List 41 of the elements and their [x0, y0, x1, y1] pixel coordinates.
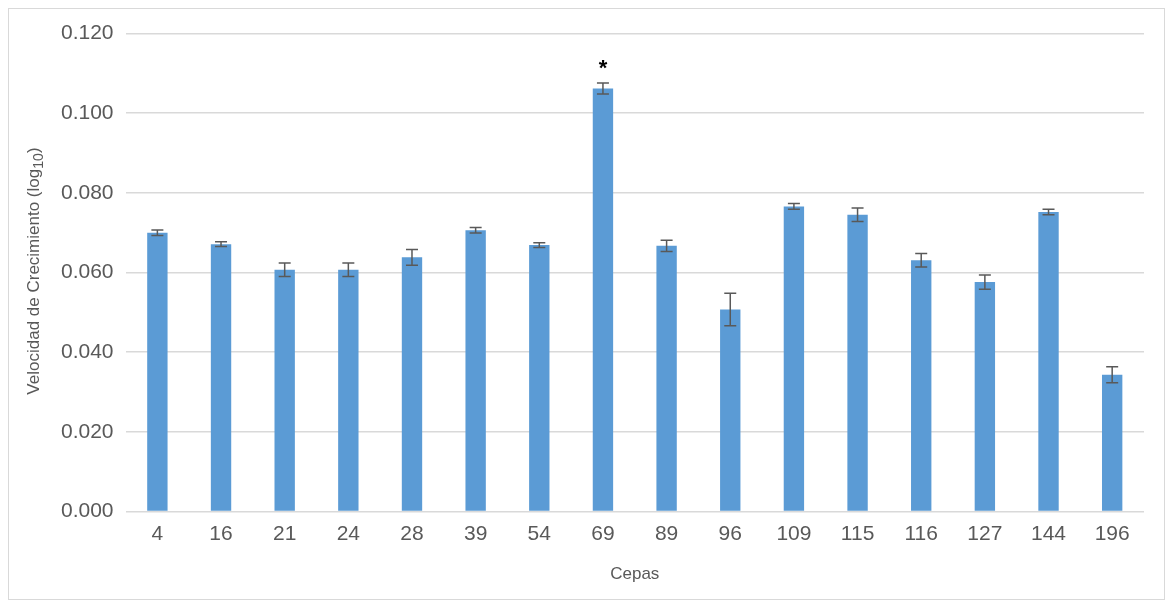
bar [847, 214, 868, 511]
x-tick-label: 24 [336, 520, 361, 544]
y-tick-label: 0.100 [60, 100, 114, 124]
bar [529, 245, 550, 511]
bar [911, 260, 932, 511]
bar [338, 269, 359, 511]
bar [592, 88, 614, 511]
bar [147, 232, 168, 511]
bar [1101, 374, 1123, 511]
x-tick-label: 116 [904, 520, 938, 544]
x-tick-label: 196 [1094, 520, 1130, 544]
bar [274, 269, 295, 511]
x-tick-label: 96 [718, 520, 742, 544]
x-tick-label: 89 [654, 520, 679, 544]
y-tick-label: 0.060 [60, 259, 114, 283]
x-tick-label: 109 [776, 520, 812, 544]
bar [465, 230, 486, 511]
y-tick-label: 0.020 [60, 418, 114, 442]
bar [783, 206, 805, 511]
x-tick-label: 4 [151, 520, 164, 544]
x-axis-title: Cepas [610, 564, 660, 584]
bar [720, 309, 741, 511]
x-tick-label: 39 [463, 520, 488, 544]
x-tick-label: 21 [273, 520, 297, 544]
y-tick-label: 0.120 [60, 20, 114, 44]
x-tick-label: 16 [209, 520, 233, 544]
y-tick-label: 0.000 [60, 498, 114, 522]
x-tick-label: 127 [967, 520, 1003, 544]
y-tick-label: 0.080 [60, 179, 114, 203]
annotation: * [598, 55, 608, 81]
bar [656, 245, 677, 511]
x-tick-label: 115 [840, 520, 875, 544]
bar [210, 244, 232, 511]
bar [1038, 211, 1059, 511]
x-tick-label: 144 [1031, 520, 1067, 544]
bar [401, 257, 423, 511]
x-tick-label: 69 [591, 520, 615, 544]
bar [974, 282, 996, 511]
x-tick-label: 54 [527, 520, 552, 544]
x-tick-label: 28 [400, 520, 424, 544]
y-tick-label: 0.040 [60, 338, 114, 362]
